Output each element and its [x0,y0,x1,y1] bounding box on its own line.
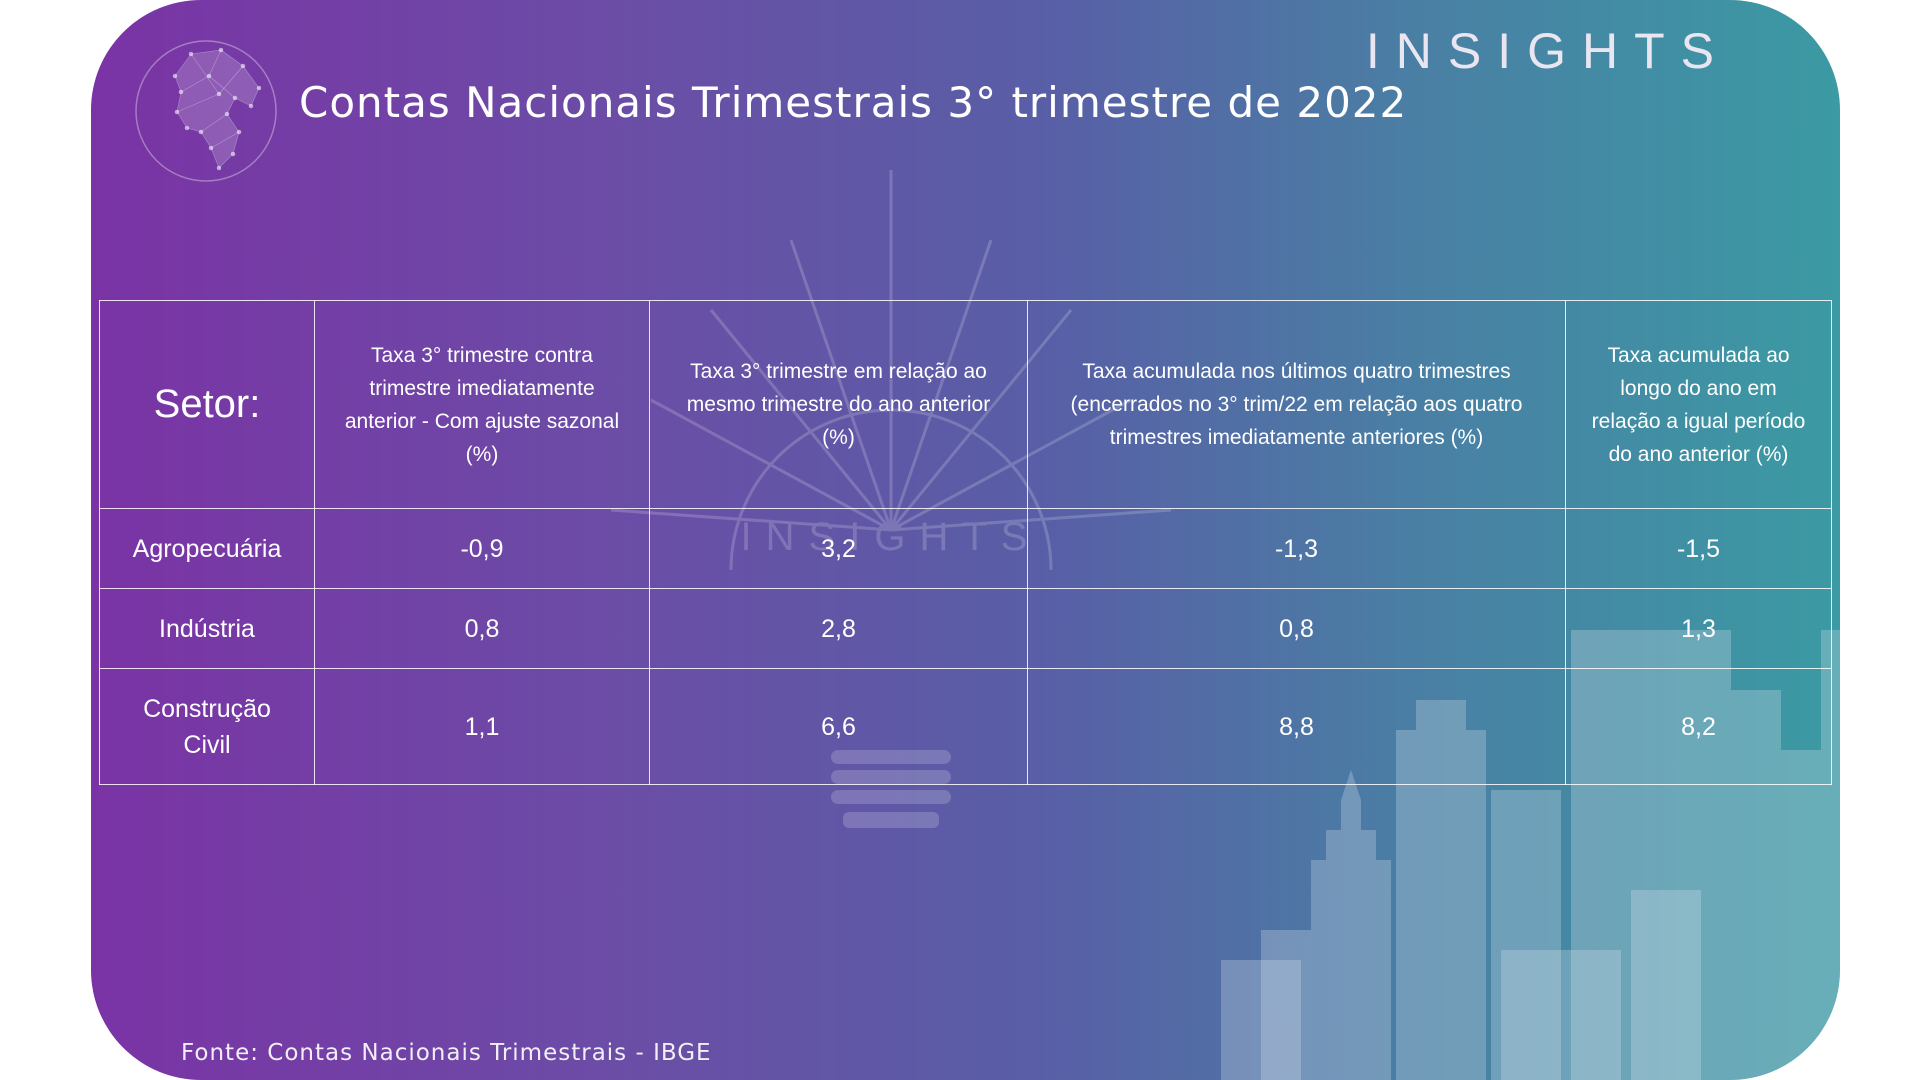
source-caption: Fonte: Contas Nacionais Trimestrais - IB… [181,1040,712,1066]
gdp-sector-table: Setor: Taxa 3° trimestre contra trimestr… [99,300,1832,785]
table-cell: 0,8 [1027,588,1566,669]
table-row: Construção Civil 1,1 6,6 8,8 8,2 [99,668,1832,785]
table-header-row: Setor: Taxa 3° trimestre contra trimestr… [99,300,1832,509]
table-row: Indústria 0,8 2,8 0,8 1,3 [99,588,1832,669]
row-sector-label: Indústria [99,588,315,669]
header-setor: Setor: [99,300,315,509]
table-cell: 8,2 [1565,668,1832,785]
header-four-quarters-accumulated: Taxa acumulada nos últimos quatro trimes… [1027,300,1566,509]
table-cell: 2,8 [649,588,1028,669]
table-cell: -1,5 [1565,508,1832,589]
table-cell: 1,1 [314,668,650,785]
table-row: Agropecuária -0,9 3,2 -1,3 -1,5 [99,508,1832,589]
globe-network-icon [135,40,277,182]
header-qoq-seasonal: Taxa 3° trimestre contra trimestre imedi… [314,300,650,509]
header-year-to-date: Taxa acumulada ao longo do ano em relaçã… [1565,300,1832,509]
row-sector-label: Agropecuária [99,508,315,589]
table-cell: -1,3 [1027,508,1566,589]
table-cell: 3,2 [649,508,1028,589]
table-cell: 1,3 [1565,588,1832,669]
table-cell: 8,8 [1027,668,1566,785]
insights-card: INSIGHTS Contas Nacionais Trimestrais 3°… [91,0,1840,1080]
table-cell: -0,9 [314,508,650,589]
page-title: Contas Nacionais Trimestrais 3° trimestr… [299,78,1408,127]
brand-logo-text: INSIGHTS [1365,23,1730,79]
table-cell: 6,6 [649,668,1028,785]
row-sector-label: Construção Civil [99,668,315,785]
header-yoy-quarter: Taxa 3° trimestre em relação ao mesmo tr… [649,300,1028,509]
table-cell: 0,8 [314,588,650,669]
gdp-sector-table-wrapper: Setor: Taxa 3° trimestre contra trimestr… [99,300,1832,785]
